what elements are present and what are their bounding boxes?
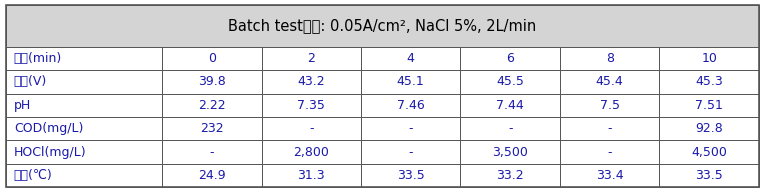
- Text: -: -: [210, 146, 214, 159]
- Text: 7.5: 7.5: [600, 99, 620, 112]
- Bar: [361, 117, 461, 140]
- Text: -: -: [409, 146, 413, 159]
- Text: 33.5: 33.5: [397, 169, 425, 182]
- Text: 33.4: 33.4: [596, 169, 623, 182]
- Text: 2.22: 2.22: [198, 99, 226, 112]
- Bar: [461, 70, 560, 94]
- Text: 2,800: 2,800: [293, 146, 329, 159]
- Text: 45.5: 45.5: [496, 75, 524, 88]
- Bar: [361, 70, 461, 94]
- Text: HOCl(mg/L): HOCl(mg/L): [14, 146, 86, 159]
- Text: 7.46: 7.46: [397, 99, 425, 112]
- Text: 45.3: 45.3: [695, 75, 723, 88]
- Bar: [162, 140, 262, 164]
- Text: -: -: [508, 122, 513, 135]
- Bar: [6, 94, 162, 117]
- Text: -: -: [607, 146, 612, 159]
- Text: 4: 4: [407, 52, 415, 65]
- Bar: [560, 140, 659, 164]
- Bar: [659, 164, 759, 187]
- Text: 전압(V): 전압(V): [14, 75, 47, 88]
- Text: COD(mg/L): COD(mg/L): [14, 122, 83, 135]
- Text: 3,500: 3,500: [492, 146, 528, 159]
- Bar: [361, 94, 461, 117]
- Bar: [560, 94, 659, 117]
- Text: 92.8: 92.8: [695, 122, 723, 135]
- Bar: [6, 164, 162, 187]
- Bar: [162, 47, 262, 70]
- Bar: [461, 164, 560, 187]
- Bar: [6, 70, 162, 94]
- Bar: [560, 164, 659, 187]
- Text: 7.44: 7.44: [496, 99, 524, 112]
- Text: 33.2: 33.2: [496, 169, 524, 182]
- Bar: [659, 94, 759, 117]
- Bar: [6, 5, 759, 47]
- Bar: [659, 47, 759, 70]
- Text: 시간(min): 시간(min): [14, 52, 62, 65]
- Text: 43.2: 43.2: [298, 75, 325, 88]
- Text: 7.51: 7.51: [695, 99, 723, 112]
- Bar: [461, 94, 560, 117]
- Bar: [6, 140, 162, 164]
- Text: 4,500: 4,500: [692, 146, 727, 159]
- Bar: [162, 164, 262, 187]
- Text: 45.4: 45.4: [596, 75, 623, 88]
- Text: 2: 2: [308, 52, 315, 65]
- Text: 31.3: 31.3: [298, 169, 325, 182]
- Text: 7.35: 7.35: [298, 99, 325, 112]
- Text: -: -: [309, 122, 314, 135]
- Text: 39.8: 39.8: [198, 75, 226, 88]
- Bar: [162, 94, 262, 117]
- Bar: [361, 140, 461, 164]
- Text: 24.9: 24.9: [198, 169, 226, 182]
- Bar: [162, 117, 262, 140]
- Bar: [659, 70, 759, 94]
- Text: pH: pH: [14, 99, 31, 112]
- Text: 0: 0: [208, 52, 216, 65]
- Bar: [659, 140, 759, 164]
- Bar: [361, 47, 461, 70]
- Bar: [162, 70, 262, 94]
- Bar: [461, 117, 560, 140]
- Bar: [6, 47, 162, 70]
- Bar: [262, 47, 361, 70]
- Bar: [262, 94, 361, 117]
- Bar: [659, 117, 759, 140]
- Text: -: -: [409, 122, 413, 135]
- Text: 8: 8: [606, 52, 614, 65]
- Text: 232: 232: [200, 122, 223, 135]
- Bar: [461, 140, 560, 164]
- Text: 33.5: 33.5: [695, 169, 723, 182]
- Text: Batch test조건: 0.05A/cm², NaCl 5%, 2L/min: Batch test조건: 0.05A/cm², NaCl 5%, 2L/min: [229, 18, 536, 33]
- Bar: [361, 164, 461, 187]
- Text: 10: 10: [702, 52, 717, 65]
- Bar: [560, 47, 659, 70]
- Text: 45.1: 45.1: [397, 75, 425, 88]
- Bar: [461, 47, 560, 70]
- Bar: [560, 117, 659, 140]
- Bar: [262, 117, 361, 140]
- Bar: [262, 70, 361, 94]
- Text: 6: 6: [506, 52, 514, 65]
- Text: 온도(℃): 온도(℃): [14, 169, 53, 182]
- Bar: [560, 70, 659, 94]
- Bar: [262, 140, 361, 164]
- Bar: [6, 117, 162, 140]
- Bar: [262, 164, 361, 187]
- Text: -: -: [607, 122, 612, 135]
